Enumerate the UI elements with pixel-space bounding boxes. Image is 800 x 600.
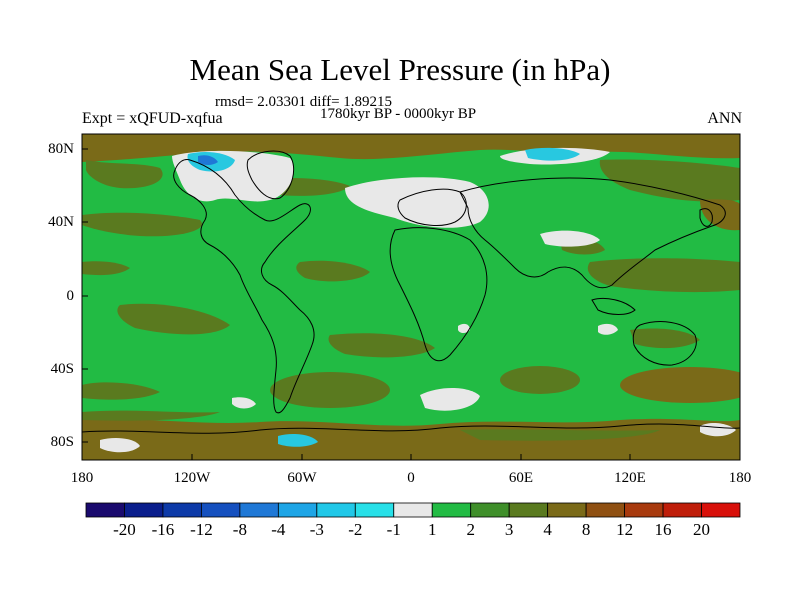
- olive-patch: [117, 303, 230, 335]
- australia-coastline: [632, 321, 697, 366]
- white-region-indian: [598, 323, 618, 335]
- x-tick-label: 180: [70, 470, 94, 486]
- olive-patch: [82, 212, 202, 237]
- colorbar-label: -1: [386, 520, 401, 539]
- antarctica-coastline: [82, 423, 740, 434]
- olive-patch: [630, 328, 700, 349]
- white-region-south-atlantic: [420, 387, 480, 411]
- colorbar: [85, 502, 741, 518]
- y-tick-label: 40S: [50, 361, 74, 377]
- olive-patch: [460, 429, 660, 441]
- brown-patch: [620, 367, 740, 403]
- colorbar-swatch: [547, 502, 587, 518]
- colorbar-label: -2: [348, 520, 363, 539]
- greenland-coastline: [246, 150, 295, 200]
- cyan-region-antarctic: [278, 434, 318, 447]
- colorbar-label: 20: [693, 520, 711, 539]
- colorbar-swatch: [470, 502, 510, 518]
- x-tick-label: 60E: [508, 470, 534, 486]
- asia-coastline: [459, 177, 726, 289]
- colorbar-swatch: [124, 502, 164, 518]
- japan-coastline: [699, 208, 713, 227]
- x-tick-label: 120W: [173, 470, 211, 486]
- colorbar-swatch: [201, 502, 241, 518]
- olive-patch: [587, 258, 740, 293]
- colorbar-swatch: [354, 502, 395, 518]
- colorbar-swatch: [701, 502, 741, 518]
- x-tick-label: 180: [728, 470, 752, 486]
- colorbar-swatch: [316, 502, 356, 518]
- map-title: Mean Sea Level Pressure (in hPa): [189, 52, 611, 87]
- period-label: 1780kyr BP - 0000kyr BP: [320, 106, 477, 122]
- olive-patch: [82, 410, 220, 421]
- indonesia-coastline: [591, 297, 636, 315]
- colorbar-label: -8: [232, 520, 247, 539]
- colorbar-swatch: [585, 502, 625, 518]
- colorbar-label: -12: [190, 520, 213, 539]
- white-dot: [458, 323, 470, 333]
- cyan-region-siberia: [525, 147, 580, 161]
- season-label: ANN: [707, 110, 742, 127]
- colorbar-swatch: [662, 502, 702, 518]
- stats-label: rmsd= 2.03301 diff= 1.89215: [215, 94, 393, 110]
- blue-region: [198, 155, 218, 165]
- colorbar-swatch: [431, 502, 472, 518]
- colorbar-label: -16: [151, 520, 175, 539]
- colorbar-swatch: [508, 502, 549, 518]
- x-tick-label: 0: [407, 470, 415, 486]
- colorbar-label: 4: [543, 520, 552, 539]
- axis-ticks: [81, 148, 741, 460]
- colorbar-swatch: [239, 502, 279, 518]
- colorbar-swatch: [277, 502, 318, 518]
- x-tick-label: 120E: [614, 470, 646, 486]
- y-tick-label: 0: [66, 288, 75, 304]
- map-field: [82, 134, 740, 460]
- colorbar-swatch: [624, 502, 664, 518]
- olive-patch: [328, 333, 435, 358]
- americas-coastline: [173, 159, 315, 414]
- olive-patch: [599, 159, 740, 202]
- africa-coastline: [389, 227, 488, 362]
- antarctic-brown-band: [82, 418, 740, 460]
- colorbar-label: 12: [616, 520, 634, 539]
- colorbar-label: 16: [654, 520, 672, 539]
- colorbar-label: 1: [427, 520, 437, 539]
- olive-patch: [500, 366, 580, 394]
- y-tick-label: 80N: [48, 141, 74, 157]
- white-region-asia: [540, 230, 600, 247]
- colorbar-label: 3: [504, 520, 514, 539]
- y-tick-label: 80S: [50, 434, 74, 450]
- y-tick-label: 40N: [48, 214, 74, 230]
- colorbar-label: 8: [581, 520, 591, 539]
- colorbar-label: -4: [271, 520, 286, 539]
- olive-patch: [82, 382, 160, 400]
- colorbar-swatch: [85, 502, 125, 518]
- brown-patch: [700, 199, 740, 231]
- colorbar-label: -20: [113, 520, 136, 539]
- olive-patch: [86, 160, 163, 189]
- colorbar-swatch: [162, 502, 202, 518]
- coastlines: [82, 150, 740, 434]
- olive-patch: [270, 372, 390, 408]
- europe-coastline: [397, 188, 467, 226]
- white-region-pacific: [232, 397, 256, 409]
- colorbar-label: -3: [309, 520, 324, 539]
- arctic-brown-band: [82, 134, 740, 162]
- olive-patch: [82, 261, 130, 276]
- olive-patch: [296, 260, 370, 282]
- white-region-antarctic: [100, 438, 140, 453]
- colorbar-swatch: [393, 502, 433, 518]
- colorbar-label: 2: [466, 520, 475, 539]
- experiment-label: Expt = xQFUD-xqfua: [82, 110, 223, 127]
- x-tick-label: 60W: [287, 470, 317, 486]
